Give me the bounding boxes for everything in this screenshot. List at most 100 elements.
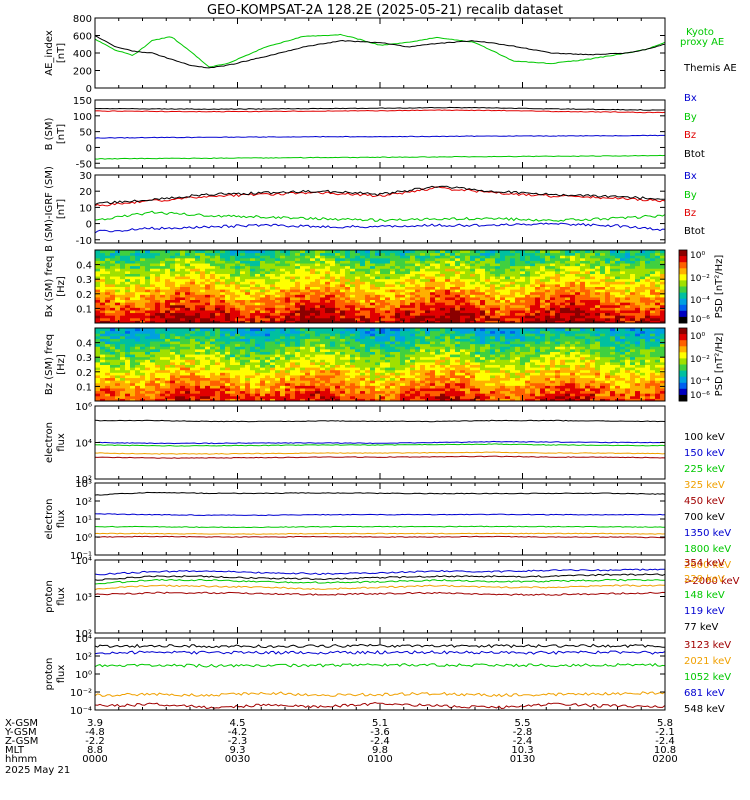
spectrogram-cell — [130, 270, 136, 274]
spectrogram-cell — [420, 294, 426, 298]
spectrogram-cell — [95, 291, 101, 295]
spectrogram-cell — [295, 343, 301, 347]
spectrogram-cell — [295, 276, 301, 280]
spectrogram-cell — [210, 382, 216, 386]
spectrogram-cell — [310, 309, 316, 314]
spectrogram-cell — [165, 286, 171, 290]
spectrogram-cell — [480, 317, 486, 321]
spectrogram-cell — [275, 309, 281, 314]
spectrogram-cell — [265, 354, 271, 358]
spectrogram-cell — [160, 395, 166, 399]
spectrogram-cell — [235, 309, 241, 314]
spectrogram-cell — [430, 260, 436, 264]
spectrogram-cell — [315, 343, 321, 347]
spectrogram-cell — [175, 265, 181, 269]
spectrogram-cell — [625, 283, 631, 287]
spectrogram-cell — [170, 343, 176, 347]
spectrogram-cell — [580, 289, 586, 293]
spectrogram-cell — [345, 304, 351, 308]
spectrogram-cell — [315, 395, 321, 399]
spectrogram-cell — [295, 361, 301, 365]
spectrogram-cell — [165, 291, 171, 295]
spectrogram-cell — [275, 359, 281, 363]
spectrogram-cell — [100, 257, 106, 261]
spectrogram-cell — [445, 281, 451, 285]
spectrogram-cell — [125, 294, 131, 298]
spectrogram-cell — [305, 265, 311, 269]
spectrogram-cell — [400, 283, 406, 287]
spectrogram-cell — [260, 377, 266, 381]
y-tick-label: 600 — [73, 32, 92, 43]
spectrogram-cell — [280, 307, 286, 311]
spectrogram-cell — [335, 263, 341, 267]
spectrogram-cell — [95, 268, 101, 272]
spectrogram-cell — [95, 328, 101, 332]
spectrogram-cell — [295, 320, 301, 324]
spectrogram-cell — [280, 385, 286, 389]
spectrogram-cell — [105, 268, 111, 272]
spectrogram-cell — [250, 351, 256, 355]
spectrogram-cell — [285, 270, 291, 274]
spectrogram-cell — [185, 338, 191, 342]
spectrogram-cell — [260, 302, 266, 306]
spectrogram-cell — [235, 333, 241, 337]
spectrogram-cell — [510, 286, 516, 290]
spectrogram-cell — [595, 250, 601, 254]
spectrogram-cell — [105, 351, 111, 355]
spectrogram-cell — [160, 330, 166, 334]
spectrogram-cell — [420, 273, 426, 277]
spectrogram-cell — [205, 268, 211, 272]
spectrogram-cell — [390, 278, 396, 282]
spectrogram-cell — [285, 393, 291, 397]
spectrogram-cell — [400, 257, 406, 261]
spectrogram-cell — [185, 315, 191, 319]
spectrogram-cell — [140, 364, 146, 368]
spectrogram-cell — [400, 294, 406, 298]
spectrogram-cell — [530, 289, 536, 293]
spectrogram-cell — [655, 296, 661, 301]
spectrogram-cell — [345, 265, 351, 269]
spectrogram-cell — [550, 296, 556, 301]
spectrogram-cell — [130, 335, 136, 339]
y-tick-label: 0 — [86, 143, 92, 154]
spectrogram-cell — [650, 278, 656, 282]
spectrogram-cell — [235, 377, 241, 381]
spectrogram-cell — [165, 367, 171, 371]
spectrogram-cell — [365, 265, 371, 269]
spectrogram-cell — [300, 356, 306, 360]
spectrogram-cell — [345, 364, 351, 368]
spectrogram-cell — [370, 252, 376, 256]
spectrogram-cell — [300, 338, 306, 342]
spectrogram-cell — [420, 291, 426, 295]
spectrogram-cell — [420, 255, 426, 259]
spectrogram-cell — [525, 257, 531, 261]
spectrogram-cell — [215, 276, 221, 280]
spectrogram-cell — [530, 291, 536, 295]
spectrogram-cell — [660, 252, 666, 256]
spectrogram-cell — [330, 372, 336, 376]
spectrogram-cell — [620, 312, 626, 316]
spectrogram-cell — [165, 398, 171, 402]
spectrogram-cell — [275, 250, 281, 254]
spectrogram-cell — [110, 299, 116, 303]
spectrogram-cell — [515, 307, 521, 311]
spectrogram-cell — [655, 309, 661, 314]
spectrogram-cell — [140, 270, 146, 274]
spectrogram-cell — [415, 270, 421, 274]
spectrogram-cell — [145, 260, 151, 264]
spectrogram-cell — [290, 382, 296, 386]
spectrogram-cell — [150, 302, 156, 306]
spectrogram-cell — [625, 302, 631, 306]
spectrogram-cell — [180, 374, 186, 379]
spectrogram-cell — [125, 333, 131, 337]
spectrogram-cell — [430, 283, 436, 287]
spectrogram-cell — [395, 260, 401, 264]
spectrogram-cell — [315, 304, 321, 308]
spectrogram-cell — [605, 312, 611, 316]
spectrogram-cell — [430, 296, 436, 301]
spectrogram-cell — [470, 296, 476, 301]
series-line-bx — [94, 222, 666, 234]
spectrogram-cell — [420, 312, 426, 316]
spectrogram-cell — [375, 307, 381, 311]
spectrogram-cell — [175, 304, 181, 308]
